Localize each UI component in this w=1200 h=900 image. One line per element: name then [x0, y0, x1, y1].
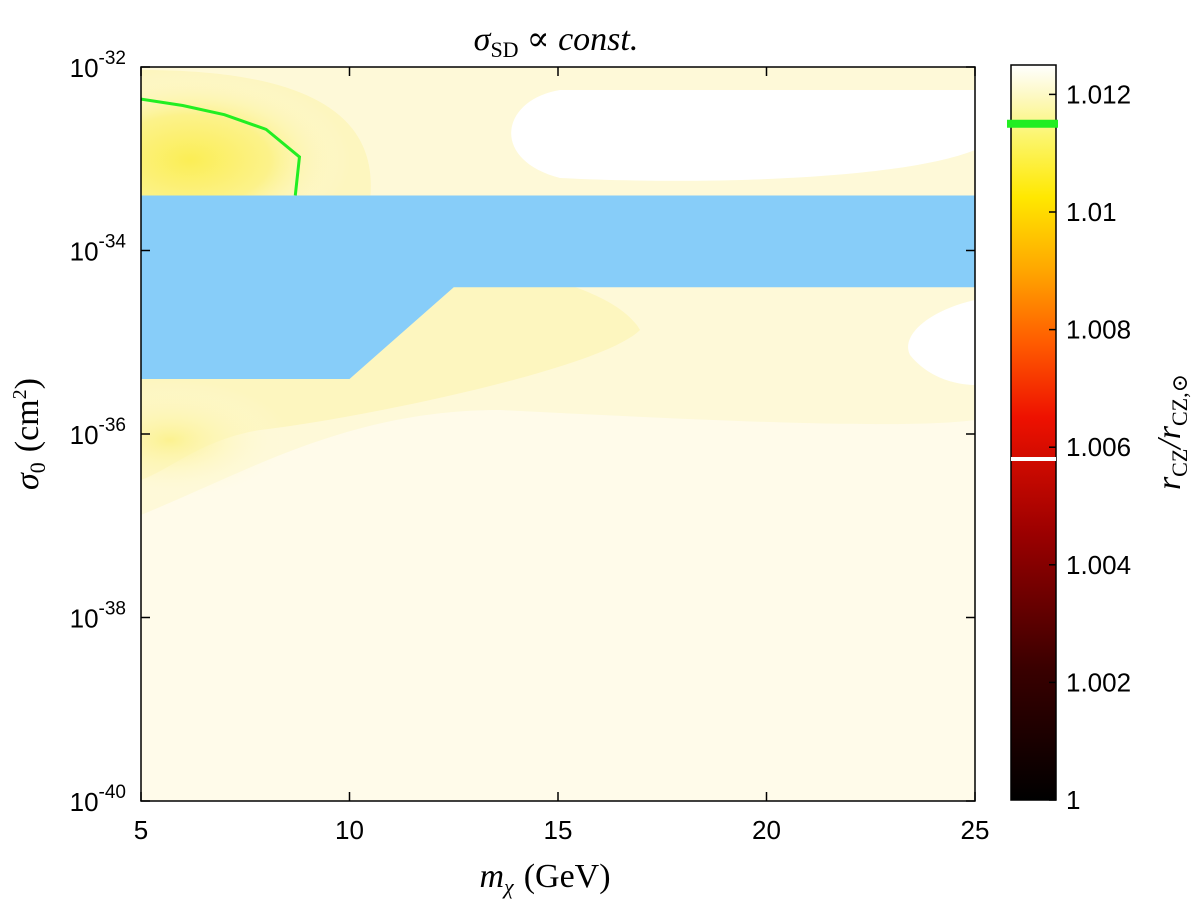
y-tick-base: 10	[70, 787, 99, 817]
colorbar	[1010, 64, 1057, 801]
colorbar-tick-label: 1.002	[1066, 667, 1131, 697]
y-label-unit: (cm	[9, 399, 46, 452]
x-axis-ticks: 5 10 15 20 25	[134, 67, 990, 845]
contour-line	[141, 97, 302, 196]
colorbar-label-sub2: CZ,⊙	[1167, 374, 1192, 426]
y-tick-label: 10-40	[70, 782, 126, 817]
colorbar-ticks: 1 1.002 1.004 1.006 1.008 1.01 1.012	[1049, 79, 1131, 815]
y-tick-base: 10	[70, 237, 99, 267]
y-tick-base: 10	[70, 420, 99, 450]
y-label-unit-sup: 2	[9, 389, 31, 399]
y-axis-label: σ0 (cm2)	[9, 378, 50, 490]
y-tick-exponent: -38	[99, 599, 126, 620]
colorbar-tick-label: 1.01	[1066, 197, 1117, 227]
y-tick-exponent: -36	[99, 415, 126, 436]
x-tick-label: 5	[134, 815, 148, 845]
x-tick-label: 25	[961, 815, 990, 845]
y-tick-exponent: -34	[99, 232, 127, 253]
colorbar-label: rCZ/rCZ,⊙	[1151, 374, 1192, 490]
y-tick-base: 10	[70, 53, 99, 83]
colorbar-label-sub: CZ	[1167, 449, 1192, 477]
x-label-subscript: χ	[502, 874, 515, 899]
y-tick-label: 10-36	[70, 415, 126, 450]
y-tick-label: 10-38	[70, 599, 126, 634]
x-tick-label: 15	[544, 815, 573, 845]
heatmap-hotspot-bottom	[141, 380, 290, 500]
y-tick-label: 10-34	[70, 232, 127, 267]
title-subscript: SD	[490, 37, 518, 62]
colorbar-tick-label: 1.006	[1066, 432, 1131, 462]
y-label-unit-close: )	[9, 378, 46, 389]
y-tick-exponent: -40	[99, 782, 126, 803]
x-axis-label: mχ (GeV)	[479, 858, 610, 899]
heatmap-field	[141, 67, 975, 801]
excluded-region	[141, 195, 975, 379]
heatmap-white-region-top	[511, 90, 975, 181]
y-tick-base: 10	[70, 604, 99, 634]
colorbar-label-sep: /r	[1151, 425, 1188, 450]
y-label-subscript: 0	[25, 462, 50, 473]
colorbar-label-main: r	[1151, 476, 1188, 490]
x-label-unit: (GeV)	[524, 858, 611, 895]
heatmap-white-region-right	[908, 300, 975, 385]
x-tick-label: 20	[752, 815, 781, 845]
x-label-symbol: m	[479, 858, 504, 895]
x-tick-label: 10	[335, 815, 364, 845]
colorbar-tick-label: 1.004	[1066, 550, 1131, 580]
title-sigma: σ	[474, 21, 492, 58]
colorbar-tick-label: 1.012	[1066, 79, 1131, 109]
y-tick-label: 10-32	[70, 48, 126, 83]
y-tick-exponent: -32	[99, 48, 126, 69]
y-label-symbol: σ	[9, 472, 46, 490]
title-suffix: ∝ const.	[527, 21, 639, 58]
colorbar-tick-label: 1.008	[1066, 315, 1131, 345]
chart-title: σSD ∝ const.	[474, 21, 639, 62]
colorbar-tick-label: 1	[1066, 785, 1080, 815]
